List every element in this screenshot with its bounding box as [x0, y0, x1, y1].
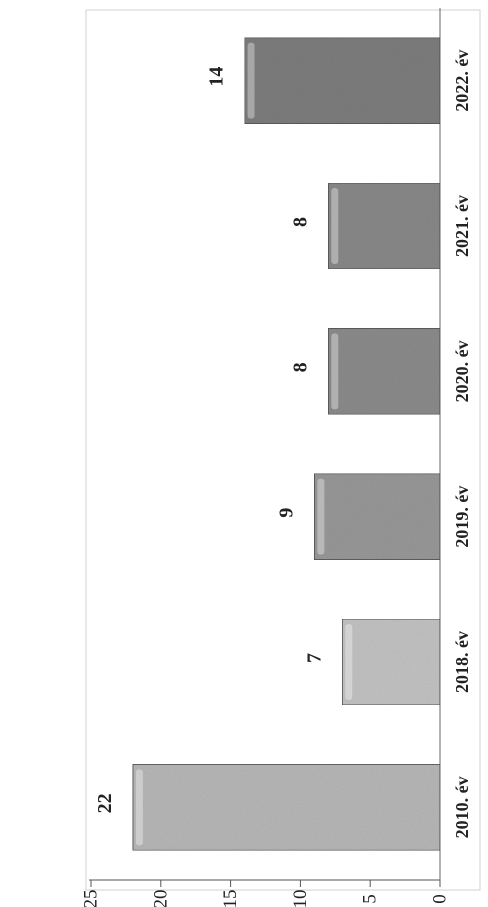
data-label: 14	[206, 67, 228, 87]
plot-frame	[85, 9, 481, 891]
bar-rect	[341, 618, 441, 706]
bar-rect	[327, 327, 441, 415]
bar-highlight	[135, 769, 143, 846]
bar-rect	[132, 763, 441, 851]
category-label: 2010. év	[452, 776, 472, 838]
y-tick-label: 10	[290, 890, 311, 907]
bar-rect	[244, 37, 441, 125]
data-label: 8	[289, 217, 311, 227]
bar-highlight	[317, 478, 325, 555]
category-label: 2020. év	[452, 340, 472, 402]
data-label: 9	[275, 508, 297, 518]
bar	[132, 763, 441, 851]
bar-highlight	[247, 42, 255, 119]
bar-rect	[327, 182, 441, 270]
y-tick-label: 25	[81, 890, 102, 907]
bar	[327, 182, 441, 270]
category-label: 2019. év	[452, 486, 472, 548]
bar	[341, 618, 441, 706]
category-labels: 2010. év 2018. év 2019. év 2020. év 2021. év…	[452, 50, 472, 839]
category-label: 2022. év	[452, 50, 472, 112]
bar-highlight	[345, 624, 353, 700]
data-label: 7	[303, 653, 325, 663]
value-axis-ticks: 0 5 10 15 20 25	[81, 880, 451, 907]
bar-rect	[313, 473, 441, 561]
y-tick-label: 0	[430, 894, 451, 904]
bar-highlight	[331, 333, 339, 410]
category-label: 2021. év	[452, 195, 472, 257]
data-label: 8	[289, 362, 311, 372]
y-tick-label: 5	[360, 894, 381, 904]
data-label: 22	[94, 793, 116, 813]
data-labels: 22 7 9 8 8 14	[94, 67, 325, 814]
bar	[327, 327, 441, 415]
y-tick-label: 20	[150, 890, 171, 907]
y-tick-label: 15	[220, 890, 241, 907]
bar	[313, 473, 441, 561]
bars	[132, 37, 441, 851]
bar	[244, 37, 441, 125]
category-label: 2018. év	[452, 631, 472, 693]
bar-highlight	[331, 188, 339, 264]
